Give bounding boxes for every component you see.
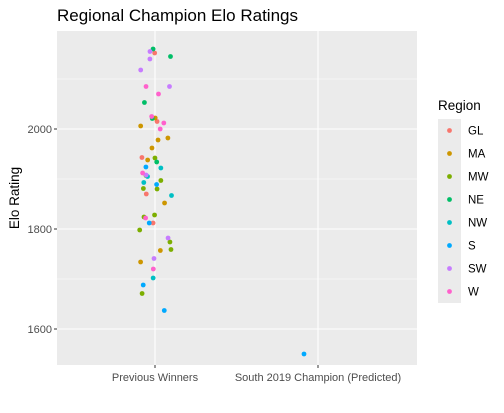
y-tick-label: 1800 (28, 224, 52, 236)
legend-label-gl: GL (468, 126, 484, 138)
data-point-mw (168, 247, 174, 252)
data-point-ne (154, 159, 160, 165)
data-point-w (150, 266, 156, 272)
data-point-ma (138, 259, 144, 265)
data-point-mw (154, 186, 160, 192)
data-point-w (156, 91, 161, 97)
legend-dot-sw (447, 266, 452, 271)
data-point-s (154, 182, 159, 187)
legend-label-sw: SW (468, 264, 487, 276)
data-point-ne (142, 100, 147, 105)
data-point-ma (155, 137, 161, 143)
data-point-w (143, 215, 149, 221)
legend-dot-ma (447, 151, 452, 156)
legend-dot-mw (447, 174, 452, 179)
data-point-sw (138, 67, 144, 73)
legend-label-w: W (468, 287, 479, 299)
data-point-sw (143, 172, 149, 178)
legend: Region GL MA MW NE NW S SW W (438, 98, 489, 303)
data-point-w (143, 84, 149, 89)
data-point-s (140, 282, 146, 288)
x-tick-label: South 2019 Champion (Predicted) (235, 372, 401, 384)
data-point-nw (141, 180, 147, 185)
data-point-ma (145, 157, 151, 163)
data-point-sw (165, 235, 171, 241)
legend-label-nw: NW (468, 218, 487, 230)
grid-lines (57, 31, 417, 365)
data-point-gl (139, 155, 145, 160)
y-axis-ticks: 1600 1800 2000 (28, 124, 57, 336)
legend-dot-ne (447, 197, 452, 202)
data-point-sw (147, 49, 153, 54)
data-point-nw (150, 275, 156, 281)
data-point-s (146, 220, 152, 226)
data-point-gl (143, 191, 149, 197)
data-point-ne (168, 54, 173, 59)
data-point-ma (165, 135, 171, 141)
plot-panel (57, 31, 417, 365)
data-point-sw (147, 56, 153, 62)
y-axis-title: Elo Rating (7, 167, 22, 229)
legend-label-ma: MA (468, 149, 486, 161)
legend-title: Region (438, 98, 481, 113)
legend-label-s: S (468, 241, 476, 253)
legend-label-ne: NE (468, 195, 484, 207)
data-point-ma (138, 123, 144, 129)
data-point-mw (152, 212, 157, 218)
legend-dot-gl (447, 128, 452, 133)
data-point-s (143, 164, 149, 170)
x-axis-ticks: Previous Winners South 2019 Champion (Pre… (112, 365, 401, 384)
data-point-sw (167, 84, 172, 89)
data-point-nw (158, 165, 164, 171)
legend-label-mw: MW (468, 172, 489, 184)
data-point-mw (152, 155, 158, 161)
y-tick-label: 1600 (28, 324, 52, 336)
data-point-w (157, 126, 163, 132)
data-point-mw (139, 291, 145, 296)
data-point-gl (152, 50, 158, 56)
data-point-ma (162, 200, 167, 206)
y-tick-label: 2000 (28, 124, 52, 136)
data-point-s (301, 351, 307, 357)
data-point-w (161, 120, 167, 126)
data-point-mw (137, 227, 143, 233)
data-point-ma (157, 248, 163, 253)
data-point-w (149, 114, 155, 119)
data-point-w (140, 170, 146, 176)
data-point-sw (151, 256, 157, 261)
legend-dot-s (447, 243, 452, 248)
data-point-ma (149, 145, 155, 151)
x-tick-label: Previous Winners (112, 372, 199, 384)
legend-dot-w (447, 289, 452, 294)
data-point-nw (169, 193, 174, 198)
legend-dot-nw (447, 220, 452, 225)
data-point-s (161, 308, 167, 313)
chart-title: Regional Champion Elo Ratings (57, 6, 298, 25)
data-point-gl (150, 220, 156, 226)
data-point-mw (140, 186, 146, 191)
data-point-mw (167, 239, 173, 245)
data-points (137, 46, 307, 357)
data-point-mw (158, 178, 164, 183)
